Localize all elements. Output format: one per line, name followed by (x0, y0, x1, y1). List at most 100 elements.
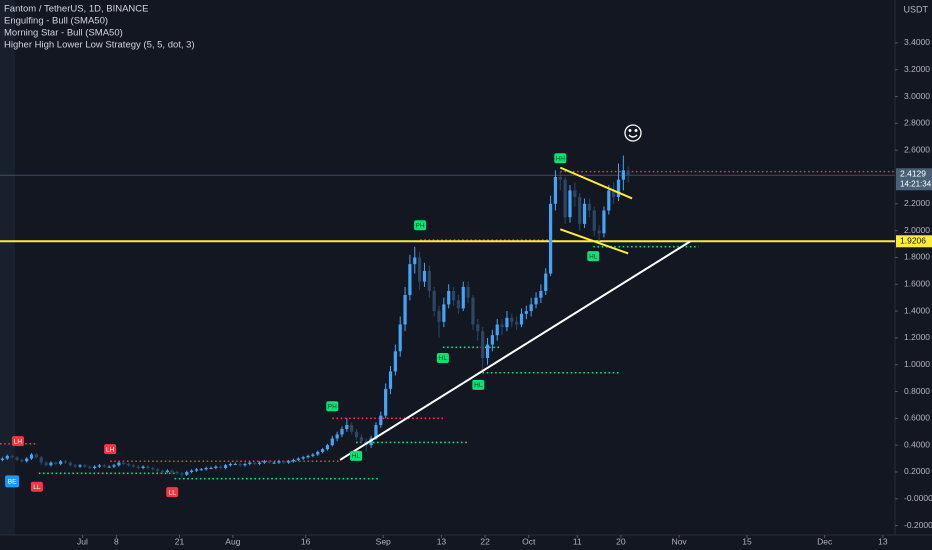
last-price-label: 2.4129 (900, 169, 926, 179)
candle-body (199, 469, 203, 471)
pivot-badge (472, 379, 485, 390)
candle-body (233, 463, 237, 465)
x-tick-label: 21 (175, 536, 185, 546)
candle-body (374, 425, 378, 439)
candle-body (524, 311, 528, 314)
candle-body (170, 470, 174, 472)
chart-title: Fantom / TetherUS, 1D, BINANCE (4, 4, 149, 15)
indicator-label: Engulfing - Bull (SMA50) (4, 16, 108, 27)
pivot-badge (326, 401, 339, 412)
candle-body (388, 371, 393, 389)
candle-body (340, 429, 344, 435)
x-tick-label: 13 (878, 536, 888, 546)
pivot-label: HL (589, 253, 598, 260)
session-highlight (0, 0, 15, 535)
pivot-badge (30, 481, 43, 492)
candle-body (359, 437, 363, 442)
candle-body (204, 467, 208, 470)
candle-body (238, 463, 242, 466)
x-tick-label: 11 (573, 536, 582, 546)
pivot-label: HL (439, 355, 448, 362)
candle-body (432, 290, 436, 312)
candle-body (126, 463, 131, 466)
countdown-label: 14:21:34 (900, 179, 932, 188)
candle-body (330, 438, 334, 446)
candle-body (544, 273, 548, 291)
candle-body (88, 466, 92, 468)
candle-body (156, 469, 160, 471)
pivot-badge (166, 487, 179, 498)
candle-body (175, 471, 179, 474)
candle-body (20, 459, 24, 462)
level-price-box (896, 235, 932, 248)
candle-body (54, 462, 58, 464)
candle-body (602, 210, 606, 234)
x-tick-label: 20 (616, 536, 626, 546)
y-tick-label: 3.0000 (904, 91, 930, 101)
y-tick-label: 0.2000 (904, 466, 930, 476)
candle-body (68, 462, 72, 466)
candle-body (277, 461, 281, 463)
candle-body (447, 290, 451, 305)
candle-body (534, 297, 538, 305)
candle-body (136, 466, 140, 468)
plot: LH BE LL LH LL PH HL PH HL HL HH HL (0, 153, 895, 498)
x-tick-label: Aug (225, 536, 240, 546)
candle-body (5, 455, 9, 459)
y-tick-label: 3.4000 (904, 37, 930, 47)
candle-body (257, 462, 262, 464)
candle-body (607, 190, 611, 211)
candle-body (301, 457, 305, 459)
candle-body (83, 465, 87, 467)
candle-body (25, 458, 29, 462)
candle-body (408, 264, 412, 295)
candle-body (291, 459, 296, 462)
candle-body (379, 415, 383, 426)
candle-body (34, 454, 38, 458)
pivot-label: HH (556, 155, 566, 162)
trendline (559, 228, 629, 255)
candle-body (539, 290, 543, 298)
pivot-label: LH (14, 438, 23, 445)
candle-body (151, 467, 155, 470)
candle-body (320, 449, 325, 452)
x-tick-label: 16 (301, 536, 311, 546)
pivot-badge (587, 251, 600, 262)
candle-body (505, 317, 509, 328)
last-price-box (896, 168, 932, 191)
candle-body (316, 451, 320, 455)
candle-body (223, 465, 228, 468)
candle-body (350, 425, 354, 432)
trendline (559, 166, 633, 200)
pivot-label: LL (169, 489, 177, 496)
candle-body (563, 179, 567, 218)
candle-body (141, 466, 145, 468)
y-tick-label: -0.2000 (904, 520, 932, 530)
candle-body (587, 203, 591, 211)
candle-body (621, 170, 625, 180)
candle-body (107, 466, 111, 468)
candle-body (485, 344, 490, 359)
candle-body (165, 470, 169, 472)
candle-body (180, 473, 184, 475)
candle-body (282, 461, 286, 463)
pivot-label: LL (33, 484, 41, 491)
candle-body (146, 466, 150, 468)
candle-body (122, 462, 126, 464)
candle-body (29, 454, 34, 459)
x-tick-label: Jul (77, 536, 88, 546)
pivot-badge (11, 436, 24, 447)
candle-body (97, 465, 102, 467)
candle-body (592, 210, 596, 231)
pivot-badge (554, 153, 567, 164)
pivot-label: LH (106, 446, 115, 453)
candle-body (160, 470, 165, 472)
candle-body (253, 462, 257, 464)
candle-body (49, 462, 53, 466)
candle-body (345, 425, 349, 430)
candle-body (582, 203, 587, 224)
y-tick-label: 0.4000 (904, 439, 930, 449)
